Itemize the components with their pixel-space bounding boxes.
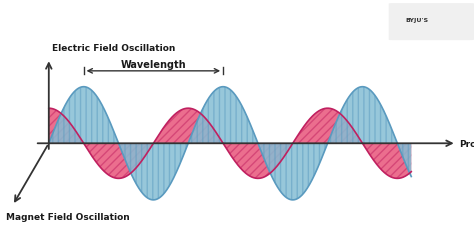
Text: ELECTROMAGNETIC RADIATION: ELECTROMAGNETIC RADIATION — [12, 14, 326, 31]
Text: Wavelength: Wavelength — [120, 59, 186, 69]
Text: Electric Field Oscillation: Electric Field Oscillation — [52, 43, 176, 52]
Text: BYJU'S: BYJU'S — [405, 18, 428, 23]
Text: Propagation: Propagation — [459, 139, 474, 148]
Text: Magnet Field Oscillation: Magnet Field Oscillation — [6, 213, 129, 221]
FancyBboxPatch shape — [389, 4, 474, 41]
